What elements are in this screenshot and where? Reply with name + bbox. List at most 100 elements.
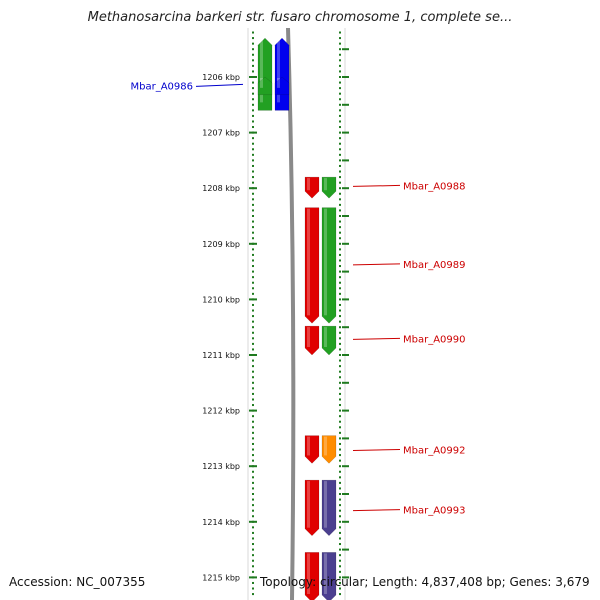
gene-arrow[interactable] xyxy=(304,325,320,356)
major-tick-right xyxy=(342,242,349,245)
minor-tick-left xyxy=(252,442,254,445)
tick-label: 1213 kbp xyxy=(202,462,240,471)
label-leader xyxy=(195,83,244,87)
minor-tick-left xyxy=(252,559,254,562)
cds-arrow[interactable] xyxy=(321,435,337,464)
minor-tick-right xyxy=(339,509,341,512)
minor-tick-right xyxy=(339,570,341,573)
minor-tick-right xyxy=(339,348,341,351)
minor-tick-right xyxy=(339,253,341,256)
minor-tick-right xyxy=(339,565,341,568)
major-tick-right xyxy=(342,76,349,78)
arrow-shine xyxy=(307,436,310,456)
minor-tick-right xyxy=(339,381,341,384)
minor-tick-left xyxy=(252,31,254,34)
minor-tick-right xyxy=(339,487,341,490)
minor-tick-left xyxy=(252,337,254,340)
minor-tick-left xyxy=(252,426,254,429)
minor-tick-left xyxy=(252,415,254,418)
minor-tick-left xyxy=(252,493,254,495)
cds-arrow[interactable] xyxy=(321,207,337,324)
gene-arrow[interactable] xyxy=(304,207,320,324)
arrow-shine xyxy=(324,327,327,347)
gene-label[interactable]: Mbar_A0992 xyxy=(403,446,466,457)
gene-arrow[interactable] xyxy=(304,479,320,537)
gene-label[interactable]: Mbar_A0989 xyxy=(403,260,466,271)
minor-tick-right xyxy=(339,187,341,190)
minor-tick-left xyxy=(252,103,254,106)
gene-label[interactable]: Mbar_A0993 xyxy=(403,506,466,517)
major-tick-left xyxy=(249,131,257,134)
gene-arrow[interactable] xyxy=(304,435,320,464)
gene-arrow[interactable] xyxy=(274,76,290,96)
minor-tick-right xyxy=(339,581,341,584)
minor-tick-left xyxy=(252,231,254,234)
cds-arrow[interactable] xyxy=(257,76,273,96)
major-tick-right xyxy=(342,465,349,468)
minor-tick-left xyxy=(252,320,254,323)
minor-tick-right xyxy=(339,37,341,40)
minor-tick-left xyxy=(252,64,254,67)
minor-tick-left xyxy=(252,420,254,423)
minor-tick-left xyxy=(252,470,254,473)
minor-tick-right xyxy=(339,270,341,273)
minor-tick-right xyxy=(339,215,341,217)
minor-tick-right xyxy=(339,76,341,78)
arrow-shine xyxy=(324,178,327,191)
cds-arrow[interactable] xyxy=(321,176,337,199)
tick-label: 1207 kbp xyxy=(202,129,240,138)
minor-tick-right xyxy=(339,526,341,529)
minor-tick-right xyxy=(339,53,341,56)
minor-tick-right xyxy=(339,192,341,195)
minor-tick-left xyxy=(252,170,254,173)
minor-tick-right xyxy=(339,465,341,468)
minor-tick-right xyxy=(339,142,341,145)
minor-tick-right xyxy=(339,109,341,112)
label-leader xyxy=(352,509,401,512)
minor-tick-right xyxy=(339,276,341,279)
minor-tick-right xyxy=(339,103,341,106)
minor-tick-right xyxy=(339,126,341,129)
minor-tick-left xyxy=(252,381,254,384)
minor-tick-right xyxy=(339,287,341,290)
minor-tick-right xyxy=(339,420,341,423)
gene-label[interactable]: Mbar_A0986 xyxy=(130,81,193,92)
minor-tick-right xyxy=(339,331,341,334)
cds-arrow[interactable] xyxy=(321,325,337,356)
minor-tick-left xyxy=(252,593,254,596)
gene-label[interactable]: Mbar_A0988 xyxy=(403,181,466,192)
gene-label[interactable]: Mbar_A0990 xyxy=(403,334,466,345)
minor-tick-right xyxy=(339,131,341,134)
minor-tick-left xyxy=(252,309,254,312)
map-title: Methanosarcina barkeri str. fusaro chrom… xyxy=(87,10,513,25)
minor-tick-left xyxy=(252,548,254,551)
minor-tick-left xyxy=(252,365,254,368)
gene-arrow[interactable] xyxy=(304,176,320,199)
gene-arrow[interactable] xyxy=(304,552,320,600)
minor-tick-right xyxy=(339,398,341,401)
minor-tick-right xyxy=(339,159,341,162)
minor-tick-left xyxy=(252,126,254,129)
minor-tick-right xyxy=(339,459,341,462)
minor-tick-left xyxy=(252,59,254,62)
half-tick-right xyxy=(342,215,349,217)
minor-tick-right xyxy=(339,476,341,479)
minor-tick-right xyxy=(339,265,341,268)
minor-tick-right xyxy=(339,431,341,434)
label-leader xyxy=(352,263,401,266)
accession-label: Accession: NC_007355 xyxy=(9,575,146,589)
minor-tick-right xyxy=(339,448,341,451)
arrow-shine xyxy=(307,553,310,594)
arrow-shine xyxy=(277,39,280,103)
minor-tick-left xyxy=(252,504,254,507)
minor-tick-right xyxy=(339,181,341,184)
half-tick-right xyxy=(342,326,349,329)
major-tick-right xyxy=(342,131,349,134)
cds-arrow[interactable] xyxy=(321,479,337,537)
minor-tick-left xyxy=(252,459,254,462)
minor-tick-left xyxy=(252,92,254,95)
minor-tick-left xyxy=(252,137,254,140)
minor-tick-right xyxy=(339,548,341,551)
cds-arrow[interactable] xyxy=(321,552,337,600)
